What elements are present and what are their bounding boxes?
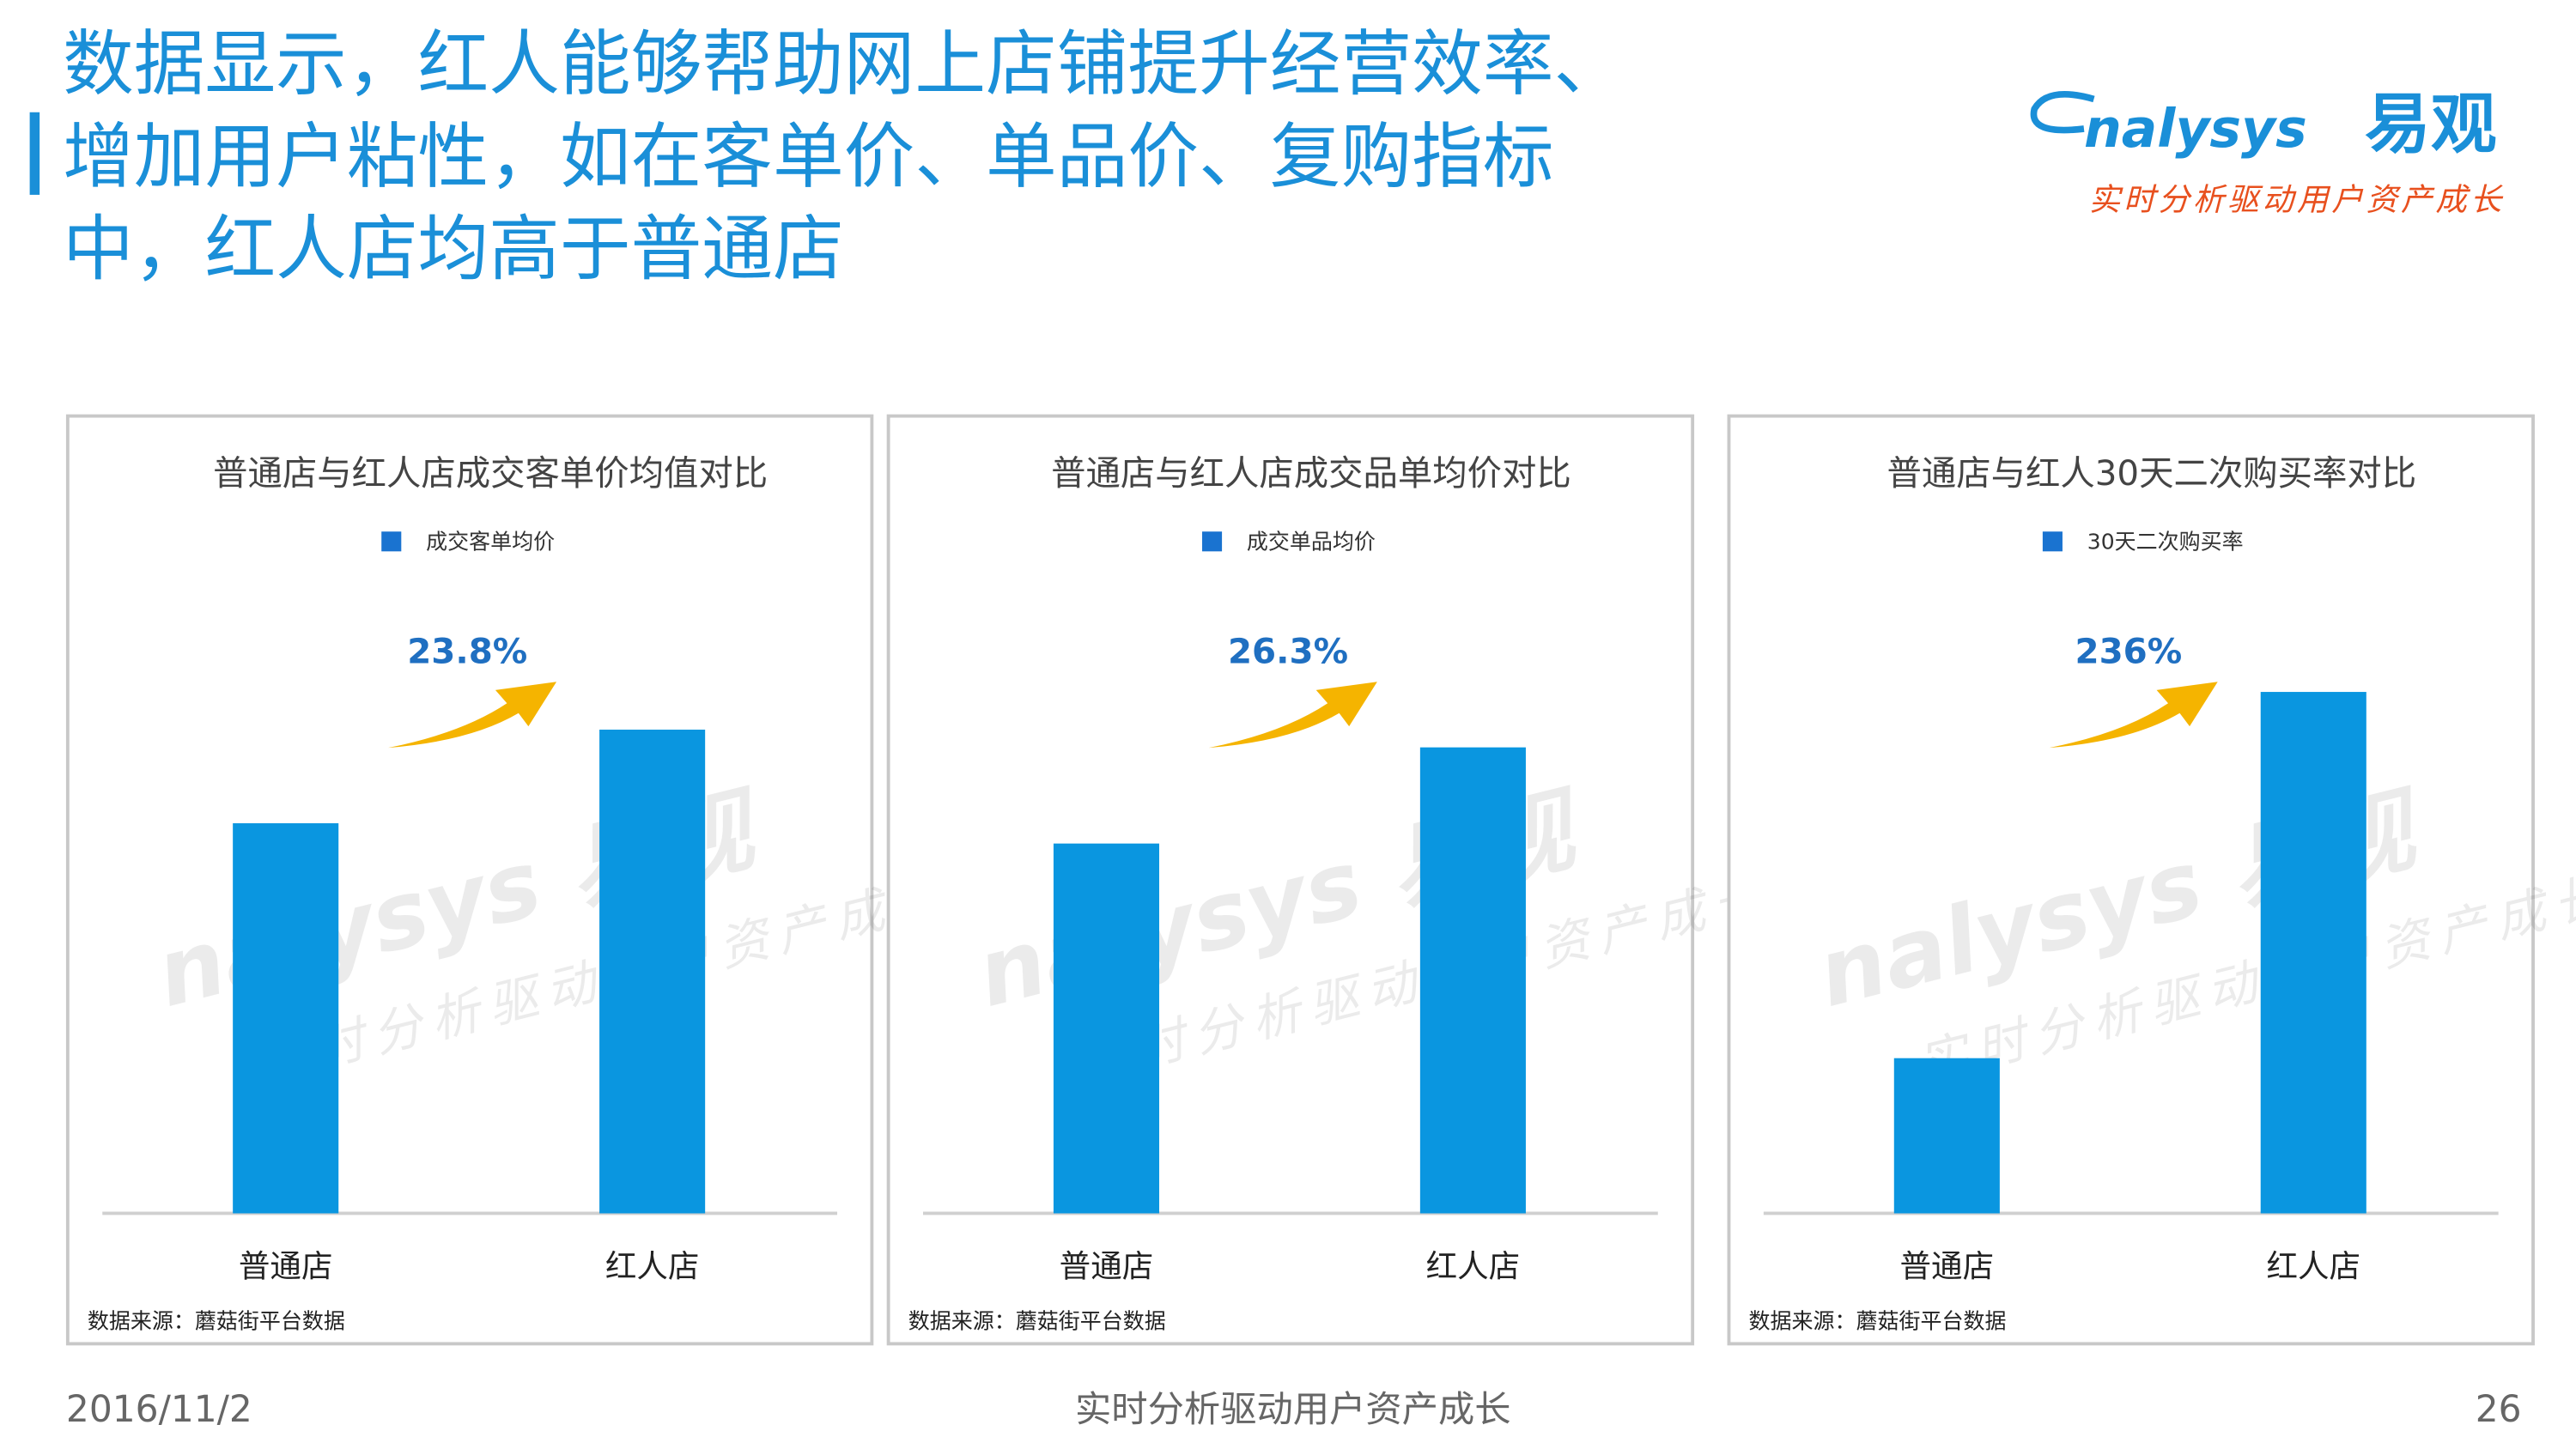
chart-panel: nalysys 易观实时分析驱动用户资产成长普通店与红人店成交客单价均值对比成交…	[65, 414, 957, 1346]
bar	[1893, 1058, 2000, 1214]
bar	[599, 729, 706, 1214]
bar	[1053, 843, 1160, 1214]
x-tick-label: 红人店	[2266, 1247, 2360, 1284]
x-tick-label: 普通店	[1060, 1247, 1154, 1284]
growth-arrow	[1208, 682, 1377, 749]
source-note: 数据来源：蘑菇街平台数据	[1749, 1308, 2007, 1333]
x-tick-label: 普通店	[239, 1247, 333, 1284]
panel-border	[65, 414, 874, 1346]
legend-label: 成交客单均价	[426, 530, 555, 555]
source-note: 数据来源：蘑菇街平台数据	[908, 1308, 1166, 1333]
chart-title: 普通店与红人店成交品单均价对比	[1051, 453, 1571, 494]
bar	[233, 823, 339, 1214]
annotation: 23.8%	[407, 632, 527, 672]
title-line: 增加用户粘性，如在客单价、单品价、复购指标	[63, 115, 1553, 198]
footer-date: 2016/11/2	[66, 1388, 252, 1430]
source-note: 数据来源：蘑菇街平台数据	[88, 1308, 345, 1333]
x-tick-label: 普通店	[1900, 1247, 1995, 1284]
annotation: 26.3%	[1228, 632, 1348, 672]
bar	[2260, 692, 2366, 1214]
footer-slogan: 实时分析驱动用户资产成长	[1075, 1388, 1511, 1430]
growth-arrow	[387, 682, 557, 749]
chart-title: 普通店与红人店成交客单价均值对比	[213, 453, 768, 494]
bar	[1419, 747, 1526, 1214]
chart-title: 普通店与红人30天二次购买率对比	[1886, 453, 2416, 494]
logo-swoosh	[2030, 91, 2095, 134]
title-bar	[29, 112, 40, 195]
annotation: 236%	[2075, 632, 2183, 672]
title-line: 数据显示，红人能够帮助网上店铺提升经营效率、	[63, 22, 1625, 106]
panel-border	[886, 414, 1695, 1346]
logo-cn: 易观	[2365, 87, 2497, 163]
panel-border	[1727, 414, 2535, 1346]
title-line: 中，红人店均高于普通店	[63, 208, 844, 291]
x-tick-label: 红人店	[1426, 1247, 1521, 1284]
slogan: 实时分析驱动用户资产成长	[2089, 181, 2505, 218]
chart-panel: nalysys 易观实时分析驱动用户资产成长普通店与红人30天二次购买率对比30…	[1727, 414, 2576, 1346]
logo: nalysys	[2084, 98, 2307, 160]
x-tick-label: 红人店	[605, 1247, 700, 1284]
legend-swatch	[2042, 531, 2063, 552]
chart-panel: nalysys 易观实时分析驱动用户资产成长普通店与红人店成交品单均价对比成交单…	[886, 414, 1778, 1346]
legend-swatch	[1202, 531, 1223, 552]
growth-arrow	[2049, 682, 2218, 749]
footer-page: 26	[2476, 1388, 2522, 1430]
legend-label: 30天二次购买率	[2087, 530, 2244, 555]
legend-swatch	[381, 531, 402, 552]
legend-label: 成交单品均价	[1247, 530, 1376, 555]
